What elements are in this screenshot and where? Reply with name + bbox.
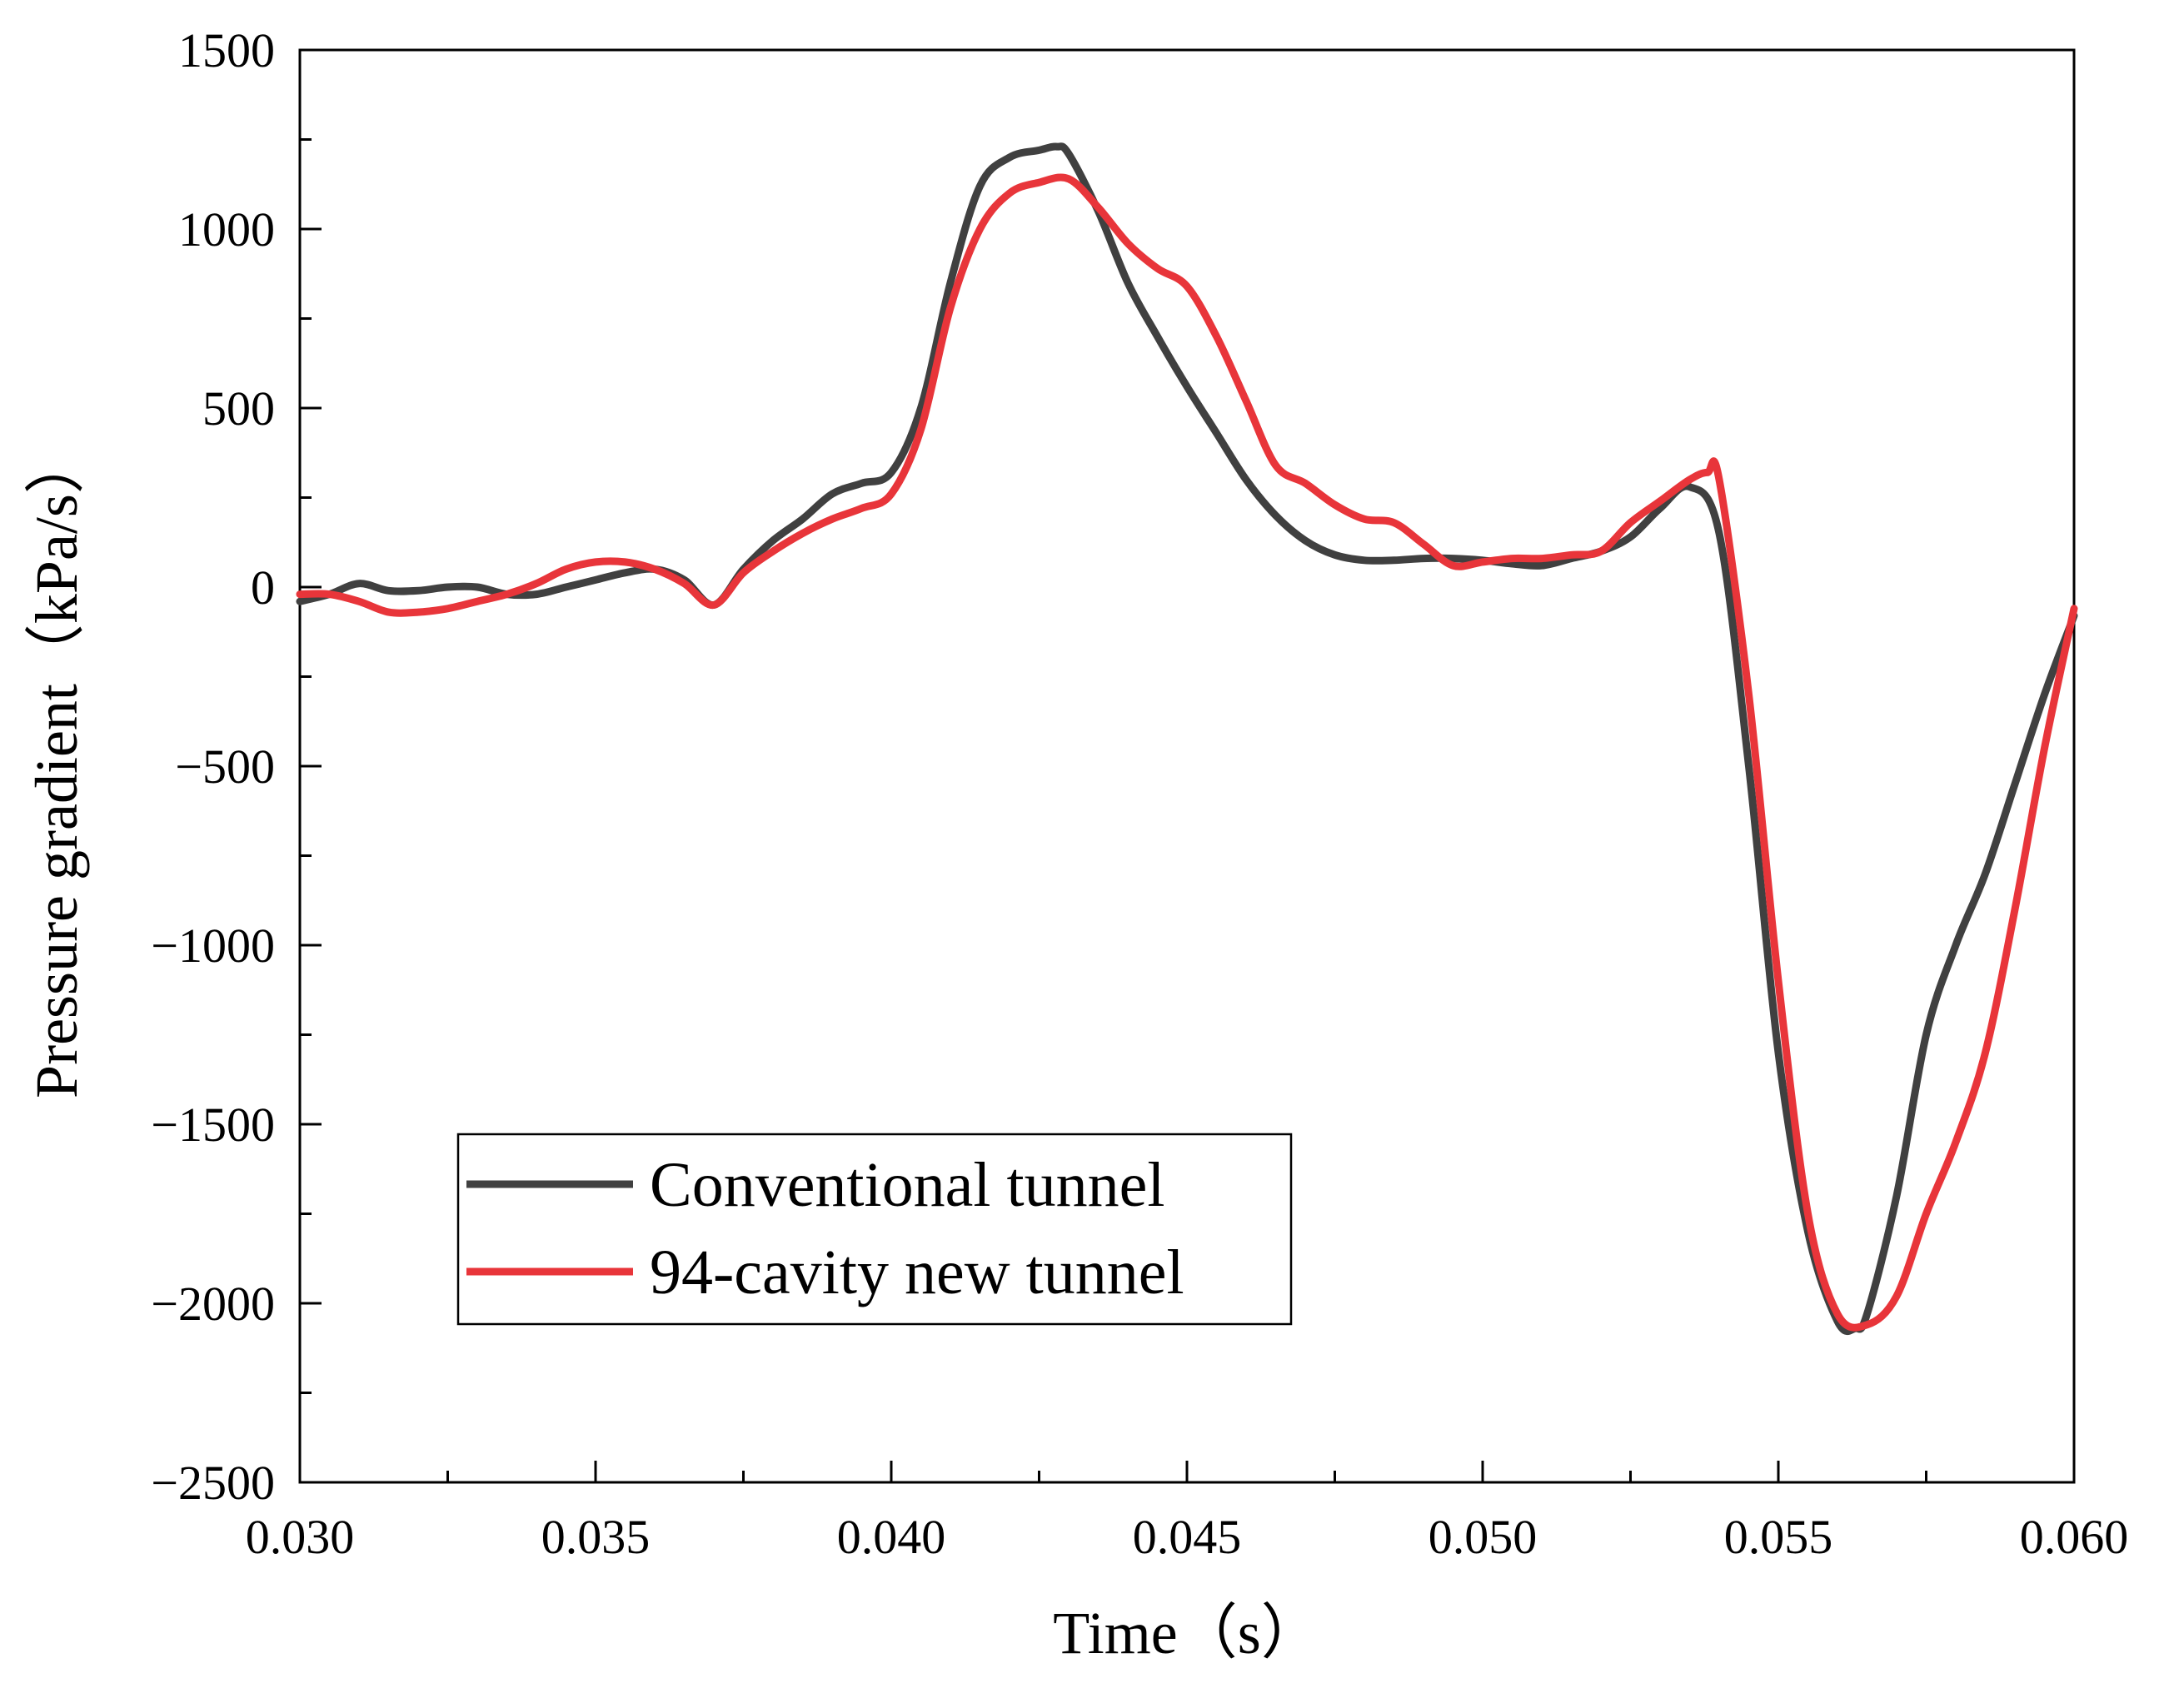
y-tick-label: 1500 — [178, 23, 275, 77]
y-tick-label: −1500 — [151, 1098, 275, 1152]
y-axis-label: Pressure gradient（kPa/s） — [23, 434, 90, 1098]
legend-label-conventional: Conventional tunnel — [650, 1150, 1164, 1220]
y-tick-label: 500 — [202, 381, 275, 436]
y-tick-label: −1000 — [151, 919, 275, 973]
x-axis: 0.030 0.035 0.040 0.045 0.050 0.055 0.060 — [246, 1461, 2129, 1564]
y-tick-label: 0 — [251, 560, 275, 615]
x-tick-label: 0.055 — [1724, 1510, 1833, 1564]
y-tick-label: −500 — [175, 739, 275, 794]
series-line-94-cavity — [296, 173, 2078, 1332]
x-tick-label: 0.030 — [246, 1510, 355, 1564]
legend: Conventional tunnel 94-cavity new tunnel — [456, 1133, 1293, 1326]
legend-box — [456, 1133, 1293, 1326]
x-tick-label: 0.035 — [541, 1510, 651, 1564]
x-tick-label: 0.060 — [2020, 1510, 2129, 1564]
x-tick-label: 0.040 — [837, 1510, 946, 1564]
x-tick-label: 0.050 — [1429, 1510, 1538, 1564]
x-axis-label: Time（s） — [1053, 1600, 1320, 1666]
y-tick-label: −2500 — [151, 1456, 275, 1510]
y-axis: 1500 1000 500 0 −500 −1000 −1500 −2000 −2500 — [151, 23, 322, 1510]
x-tick-label: 0.045 — [1133, 1510, 1242, 1564]
legend-label-94-cavity: 94-cavity new tunnel — [650, 1237, 1184, 1307]
series-layer — [296, 142, 2078, 1335]
y-tick-label: −2000 — [151, 1277, 275, 1331]
y-tick-label: 1000 — [178, 202, 275, 256]
